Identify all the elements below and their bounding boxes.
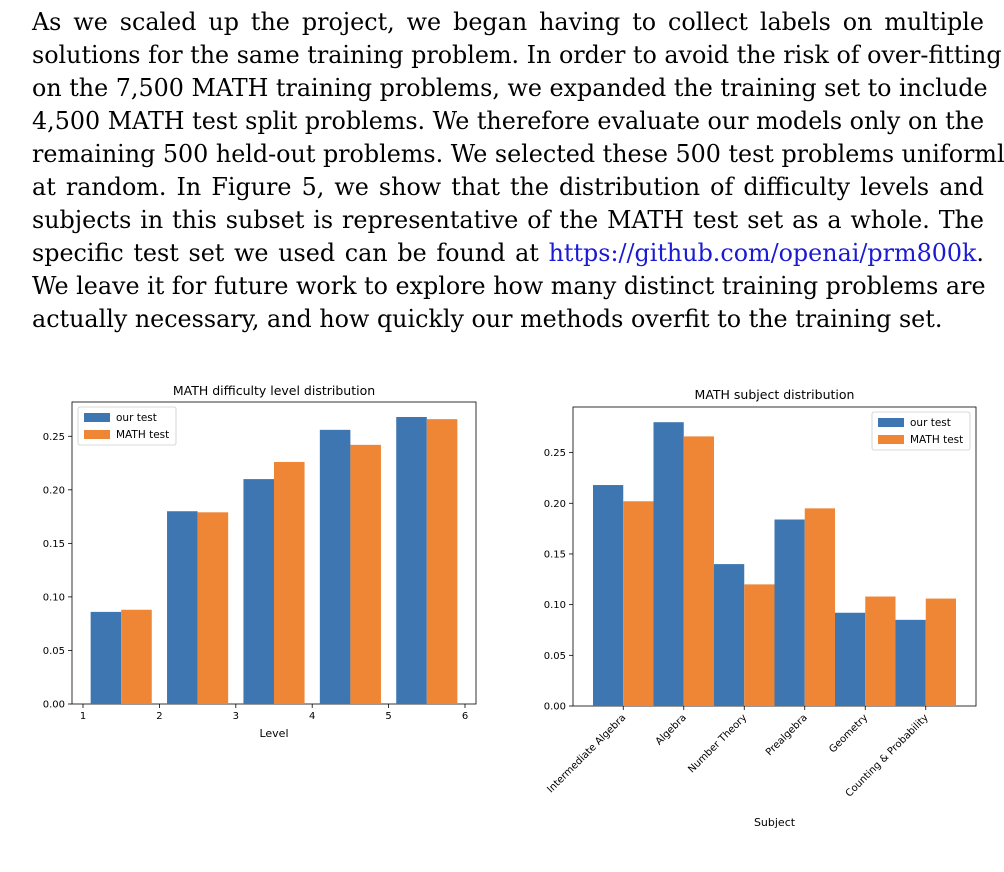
- y-tick-label: 0.00: [544, 702, 566, 713]
- legend-swatch: [84, 430, 110, 439]
- bar-our-test: [243, 479, 274, 704]
- chart-title: MATH subject distribution: [695, 387, 855, 402]
- x-tick-label: Number Theory: [686, 712, 749, 775]
- bar-math-test: [925, 598, 956, 706]
- paragraph-line: 4,500 MATH test split problems. We there…: [32, 107, 985, 135]
- body-paragraph: As we scaled up the project, we began ha…: [32, 6, 1004, 336]
- bar-our-test: [835, 612, 866, 706]
- x-axis-label: Level: [259, 727, 288, 740]
- legend-label: MATH test: [910, 434, 963, 446]
- paragraph-line: solutions for the same training problem.…: [32, 41, 1002, 69]
- bar-our-test: [774, 519, 805, 706]
- y-tick-label: 0.25: [43, 432, 65, 443]
- paragraph-line: on the 7,500 MATH training problems, we …: [32, 74, 988, 102]
- x-tick-label: 3: [233, 711, 239, 722]
- chart-title: MATH difficulty level distribution: [173, 383, 375, 398]
- bar-our-test: [319, 429, 351, 704]
- legend-swatch: [878, 418, 904, 427]
- bar-our-test: [90, 611, 122, 704]
- bar-math-test: [350, 444, 381, 704]
- bar-math-test: [804, 508, 835, 706]
- x-tick-label: 1: [80, 711, 86, 722]
- link-line-prefix: specific test set we used can be found a…: [32, 239, 539, 267]
- y-tick-label: 0.20: [544, 499, 566, 510]
- x-tick-label: Geometry: [827, 712, 870, 755]
- y-tick-label: 0.20: [43, 485, 65, 496]
- y-tick-label: 0.05: [544, 651, 566, 662]
- paragraph-line: at random. In Figure 5, we show that the…: [32, 173, 984, 201]
- x-tick-label: Algebra: [654, 712, 689, 747]
- paragraph-line: We leave it for future work to explore h…: [32, 272, 986, 300]
- bar-our-test: [895, 619, 926, 706]
- x-tick-label: 2: [156, 711, 162, 722]
- x-tick-label: Intermediate Algebra: [545, 712, 628, 795]
- paragraph-line: remaining 500 held-out problems. We sele…: [32, 140, 1004, 168]
- paragraph-line: subjects in this subset is representativ…: [32, 206, 984, 234]
- y-tick-label: 0.10: [544, 600, 566, 611]
- bar-math-test: [744, 584, 775, 706]
- paragraph-link-line: specific test set we used can be found a…: [32, 237, 984, 270]
- repo-link[interactable]: https://github.com/openai/prm800k: [548, 239, 977, 267]
- y-tick-label: 0.15: [544, 549, 566, 560]
- bar-our-test: [653, 422, 684, 706]
- legend-label: MATH test: [116, 429, 169, 441]
- link-line-suffix: .: [976, 239, 984, 267]
- x-tick-label: Prealgebra: [764, 712, 810, 758]
- legend-label: our test: [116, 412, 157, 424]
- bar-our-test: [167, 511, 198, 704]
- x-tick-label: 6: [462, 711, 468, 722]
- bar-our-test: [714, 564, 745, 706]
- y-tick-label: 0.00: [43, 700, 65, 711]
- x-axis-label: Subject: [754, 816, 796, 829]
- bar-math-test: [274, 461, 305, 704]
- legend-label: our test: [910, 417, 951, 429]
- y-tick-label: 0.05: [43, 646, 65, 657]
- bar-math-test: [683, 436, 714, 706]
- bar-our-test: [396, 416, 427, 704]
- legend-swatch: [84, 413, 110, 422]
- x-tick-label: 5: [385, 711, 391, 722]
- paragraph-line: As we scaled up the project, we began ha…: [32, 8, 984, 36]
- bar-math-test: [197, 512, 229, 704]
- y-tick-label: 0.15: [43, 539, 65, 550]
- legend-swatch: [878, 435, 904, 444]
- bar-math-test: [865, 596, 896, 706]
- bar-our-test: [593, 485, 624, 706]
- paragraph-line: actually necessary, and how quickly our …: [32, 305, 943, 333]
- bar-math-test: [121, 609, 152, 704]
- y-tick-label: 0.10: [43, 592, 65, 603]
- bar-math-test: [426, 419, 458, 704]
- x-tick-label: 4: [309, 711, 315, 722]
- y-tick-label: 0.25: [544, 448, 566, 459]
- bar-math-test: [623, 501, 654, 706]
